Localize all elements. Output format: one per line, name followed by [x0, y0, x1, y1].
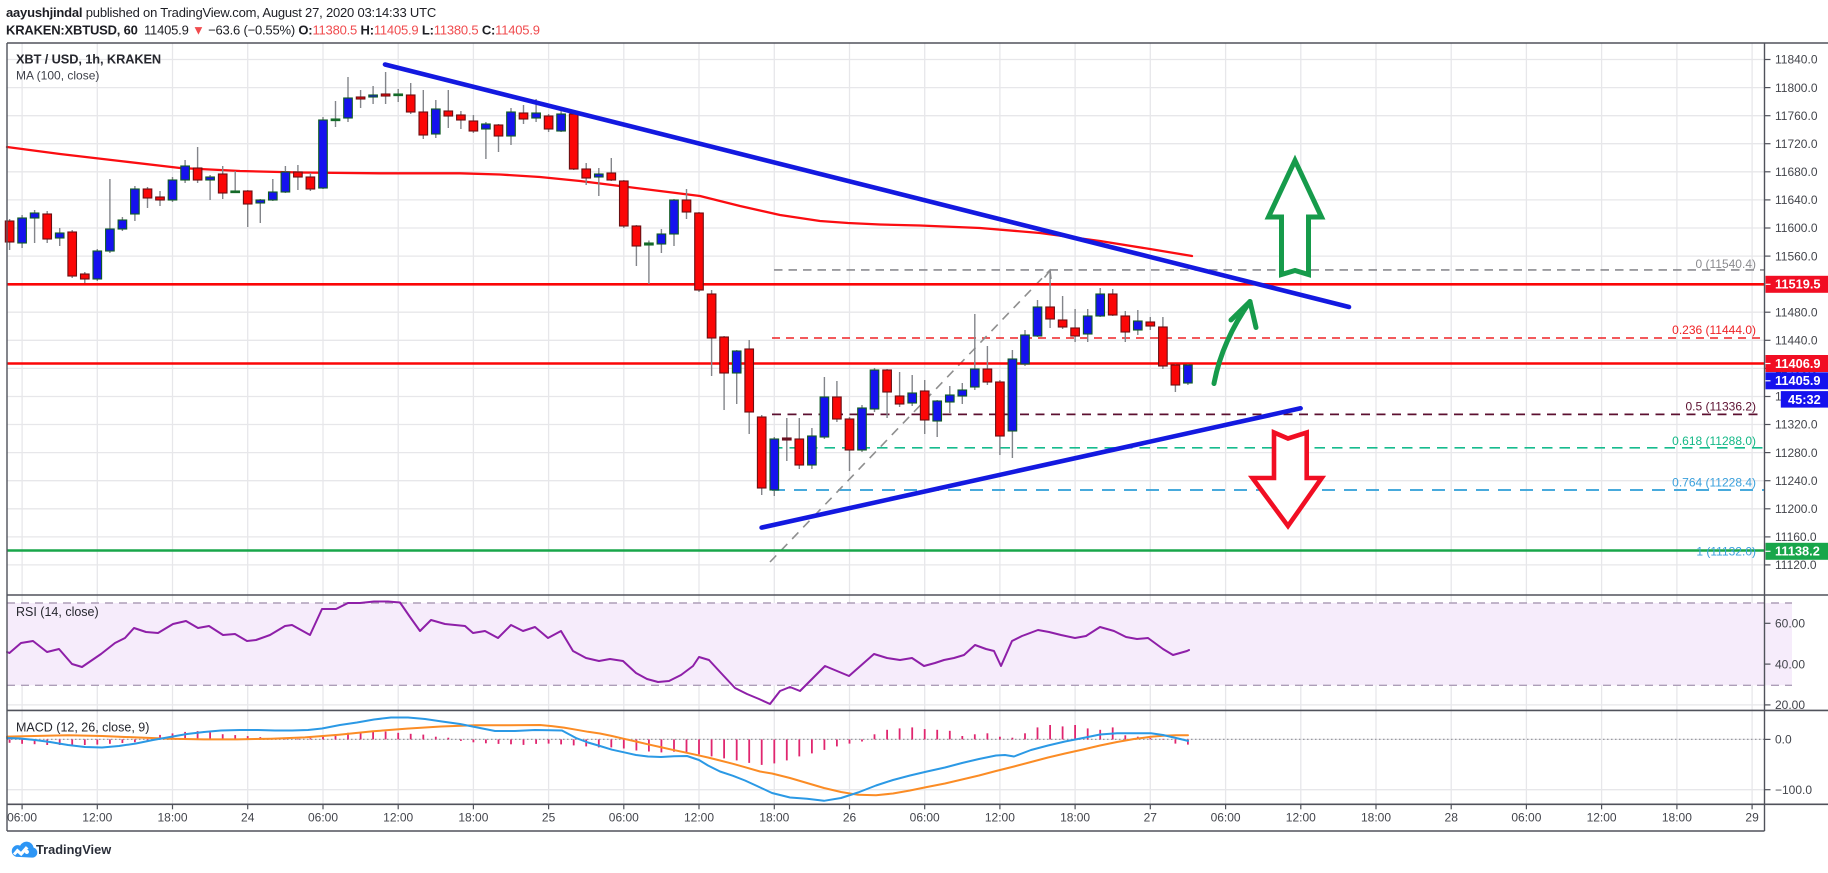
svg-text:0.618 (11288.0): 0.618 (11288.0): [1672, 434, 1756, 448]
svg-text:06:00: 06:00: [910, 811, 940, 825]
svg-text:29: 29: [1745, 811, 1759, 825]
svg-text:18:00: 18:00: [1662, 811, 1692, 825]
svg-text:0.764 (11228.4): 0.764 (11228.4): [1672, 476, 1756, 490]
svg-text:11120.0: 11120.0: [1775, 558, 1817, 572]
svg-text:28: 28: [1445, 811, 1459, 825]
svg-text:18:00: 18:00: [1060, 811, 1090, 825]
svg-text:11760.0: 11760.0: [1775, 109, 1818, 123]
svg-text:0.0: 0.0: [1775, 733, 1792, 747]
svg-text:TradingView: TradingView: [36, 842, 111, 857]
svg-text:27: 27: [1144, 811, 1158, 825]
svg-text:1 (11132.0): 1 (11132.0): [1696, 545, 1756, 559]
svg-text:40.00: 40.00: [1775, 657, 1805, 671]
svg-text:11840.0: 11840.0: [1775, 53, 1818, 67]
svg-text:11800.0: 11800.0: [1775, 81, 1818, 95]
svg-text:18:00: 18:00: [1361, 811, 1391, 825]
svg-text:06:00: 06:00: [308, 811, 338, 825]
svg-text:0.236 (11444.0): 0.236 (11444.0): [1672, 323, 1756, 337]
svg-text:25: 25: [542, 811, 556, 825]
svg-text:0 (11540.4): 0 (11540.4): [1696, 257, 1757, 271]
svg-text:18:00: 18:00: [759, 811, 789, 825]
svg-text:26: 26: [843, 811, 857, 825]
svg-text:24: 24: [241, 811, 255, 825]
svg-text:MACD (12, 26, close, 9): MACD (12, 26, close, 9): [16, 721, 149, 735]
svg-text:11405.9: 11405.9: [1775, 373, 1821, 388]
svg-text:MA (100, close): MA (100, close): [16, 69, 99, 83]
svg-text:60.00: 60.00: [1775, 617, 1805, 631]
svg-text:11519.5: 11519.5: [1775, 277, 1821, 292]
svg-text:45:32: 45:32: [1788, 392, 1821, 407]
svg-text:aayushjindal published on Trad: aayushjindal published on TradingView.co…: [6, 5, 436, 20]
svg-text:12:00: 12:00: [82, 811, 112, 825]
svg-text:12:00: 12:00: [684, 811, 714, 825]
svg-text:11406.9: 11406.9: [1775, 356, 1821, 371]
svg-text:11720.0: 11720.0: [1775, 137, 1818, 151]
svg-text:11138.2: 11138.2: [1775, 544, 1820, 559]
svg-text:RSI (14, close): RSI (14, close): [16, 605, 99, 619]
svg-text:12:00: 12:00: [985, 811, 1015, 825]
svg-text:11280.0: 11280.0: [1775, 446, 1818, 460]
svg-text:06:00: 06:00: [609, 811, 639, 825]
svg-text:11640.0: 11640.0: [1775, 193, 1818, 207]
svg-text:20.00: 20.00: [1775, 698, 1805, 712]
svg-text:11680.0: 11680.0: [1775, 165, 1818, 179]
svg-text:11480.0: 11480.0: [1775, 305, 1818, 319]
svg-text:0.5 (11336.2): 0.5 (11336.2): [1686, 400, 1757, 414]
svg-text:XBT / USD, 1h, KRAKEN: XBT / USD, 1h, KRAKEN: [16, 52, 161, 67]
svg-text:11200.0: 11200.0: [1775, 502, 1818, 516]
svg-text:06:00: 06:00: [1211, 811, 1241, 825]
svg-text:12:00: 12:00: [1286, 811, 1316, 825]
svg-text:11240.0: 11240.0: [1775, 474, 1818, 488]
svg-text:11320.0: 11320.0: [1775, 418, 1818, 432]
svg-text:−100.0: −100.0: [1775, 783, 1812, 797]
svg-text:12:00: 12:00: [1587, 811, 1617, 825]
svg-text:18:00: 18:00: [458, 811, 488, 825]
svg-text:11160.0: 11160.0: [1775, 530, 1817, 544]
svg-text:12:00: 12:00: [383, 811, 413, 825]
svg-text:11560.0: 11560.0: [1775, 249, 1818, 263]
svg-text:11600.0: 11600.0: [1775, 221, 1818, 235]
svg-text:06:00: 06:00: [1511, 811, 1541, 825]
svg-text:KRAKEN:XBTUSD, 60 11405.9 ▼ −6: KRAKEN:XBTUSD, 60 11405.9 ▼ −63.6 (−0.55…: [6, 23, 540, 38]
svg-text:06:00: 06:00: [7, 811, 37, 825]
svg-text:18:00: 18:00: [157, 811, 187, 825]
svg-text:11440.0: 11440.0: [1775, 334, 1818, 348]
